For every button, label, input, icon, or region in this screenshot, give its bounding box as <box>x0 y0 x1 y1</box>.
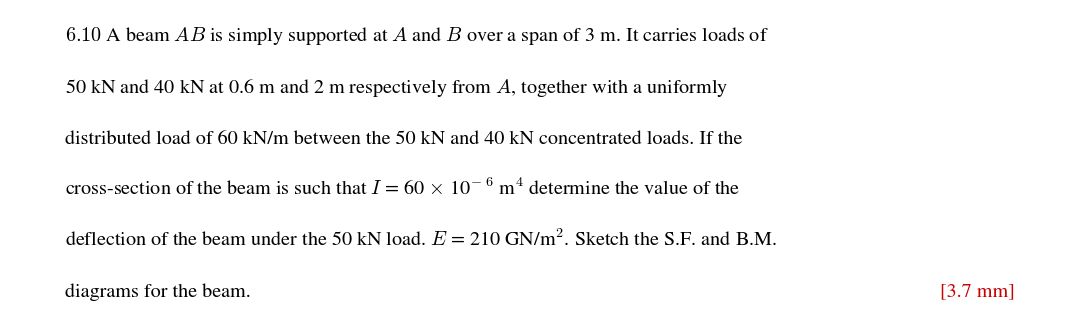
Text: [3.7 mm]: [3.7 mm] <box>940 284 1014 301</box>
Text: $\mathbf{6.10}$ A beam $AB$ is simply supported at $A$ and $B$ over a span of 3 : $\mathbf{6.10}$ A beam $AB$ is simply su… <box>65 26 769 48</box>
Text: cross-section of the beam is such that $I$ = 60 $\times$ 10$^{-\ 6}$ m$^{4}$ det: cross-section of the beam is such that $… <box>65 177 740 199</box>
Text: diagrams for the beam.: diagrams for the beam. <box>65 283 251 301</box>
Text: deflection of the beam under the 50 kN load. $E$ = 210 GN/m$^{2}$. Sketch the S.: deflection of the beam under the 50 kN l… <box>65 228 777 250</box>
Text: 50 kN and 40 kN at 0.6 m and 2 m respectively from $A$, together with a uniforml: 50 kN and 40 kN at 0.6 m and 2 m respect… <box>65 77 728 99</box>
Text: distributed load of 60 kN/m between the 50 kN and 40 kN concentrated loads. If t: distributed load of 60 kN/m between the … <box>65 130 742 148</box>
